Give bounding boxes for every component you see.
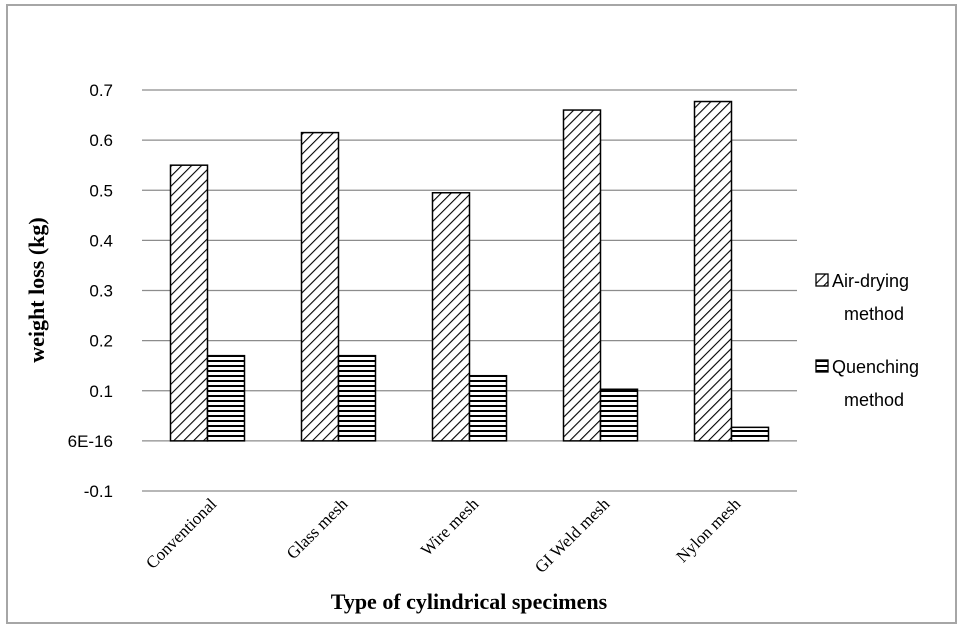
legend-swatch — [815, 359, 829, 373]
x-category-label: Conventional — [142, 494, 220, 572]
y-tick-label: 0.2 — [89, 332, 113, 351]
bar-air-drying — [431, 192, 471, 442]
bars — [169, 100, 770, 442]
y-tick-label: 0.3 — [89, 282, 113, 301]
x-axis-title: Type of cylindrical specimens — [331, 589, 608, 614]
y-tick-label: -0.1 — [84, 482, 113, 501]
y-tick-labels: 0.7 0.6 0.5 0.4 0.3 0.2 0.1 6E-16 -0.1 — [68, 81, 113, 501]
bar-air-drying — [562, 109, 602, 442]
x-category-labels: Conventional Glass mesh Wire mesh GI Weld m… — [142, 494, 745, 577]
x-category-label: Wire mesh — [417, 494, 483, 560]
y-axis-title: weight loss (kg) — [24, 217, 49, 362]
legend-label: Quenching — [832, 357, 919, 377]
legend-swatch — [815, 273, 829, 287]
chart-frame — [6, 4, 957, 624]
y-tick-label: 0.4 — [89, 231, 113, 250]
bar-quenching — [337, 354, 377, 442]
legend-label: Air-drying — [832, 271, 909, 291]
bar-air-drying — [693, 100, 733, 442]
y-tick-label: 0.1 — [89, 382, 113, 401]
bar-air-drying — [169, 164, 209, 442]
bar-quenching — [206, 354, 246, 442]
legend: Air-drying method Quenching method — [815, 271, 919, 410]
y-tick-label: 0.5 — [89, 181, 113, 200]
bar-quenching — [730, 426, 770, 442]
y-tick-label: 6E-16 — [68, 432, 113, 451]
x-category-label: Glass mesh — [283, 494, 352, 563]
legend-label: method — [844, 304, 904, 324]
bar-quenching — [468, 374, 508, 442]
y-tick-label: 0.7 — [89, 81, 113, 100]
bar-air-drying — [300, 131, 340, 442]
x-category-label: Nylon mesh — [672, 494, 744, 566]
x-category-label: GI Weld mesh — [531, 494, 614, 577]
bar-quenching — [599, 388, 639, 442]
y-tick-label: 0.6 — [89, 131, 113, 150]
legend-label: method — [844, 390, 904, 410]
